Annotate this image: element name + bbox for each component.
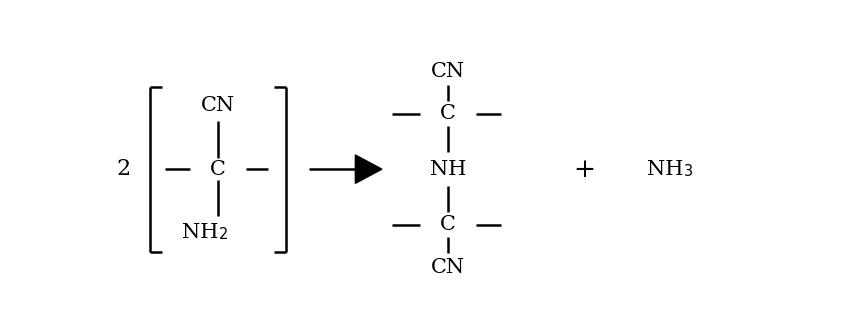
Text: CN: CN [431,258,465,277]
Text: C: C [440,215,456,234]
Polygon shape [356,155,382,183]
Text: C: C [440,104,456,123]
Text: NH: NH [647,160,683,179]
Text: $_2$: $_2$ [218,223,228,242]
Text: +: + [573,157,595,182]
Text: $_3$: $_3$ [683,160,693,179]
Text: 2: 2 [116,158,131,180]
Text: NH: NH [430,160,466,179]
Text: NH: NH [182,223,218,242]
Text: CN: CN [201,96,235,116]
Text: CN: CN [431,62,465,81]
Text: C: C [210,160,226,179]
